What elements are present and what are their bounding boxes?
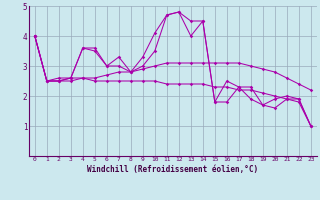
X-axis label: Windchill (Refroidissement éolien,°C): Windchill (Refroidissement éolien,°C)	[87, 165, 258, 174]
